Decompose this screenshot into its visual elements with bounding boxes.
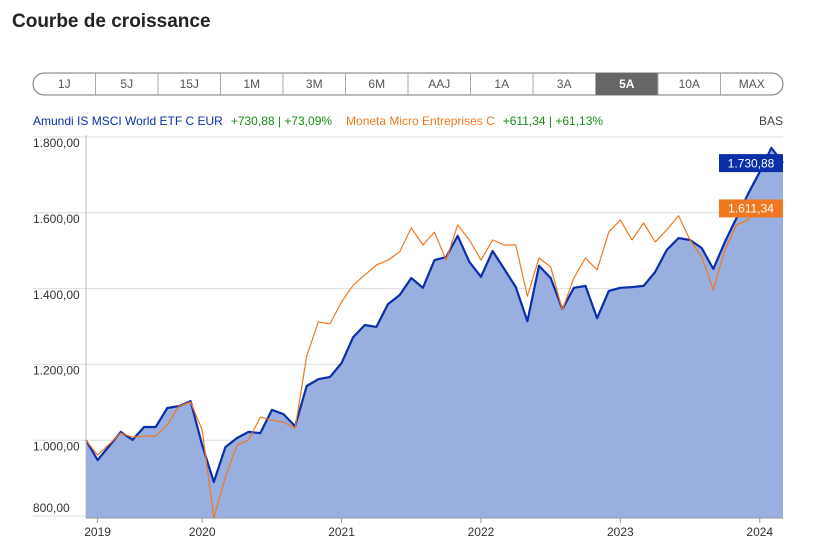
x-tick-label: 2023	[607, 525, 634, 539]
y-tick-label: 1.000,00	[33, 439, 80, 453]
legend-change: +730,88 | +73,09%	[231, 114, 333, 128]
x-tick-label: 2022	[468, 525, 495, 539]
period-button[interactable]: 5J	[120, 77, 133, 91]
period-button[interactable]: MAX	[739, 77, 765, 91]
x-tick-label: 2020	[189, 525, 216, 539]
period-button[interactable]: 1A	[494, 77, 509, 91]
y-tick-label: 1.600,00	[33, 212, 80, 226]
y-tick-label: 1.400,00	[33, 288, 80, 302]
period-button[interactable]: 1M	[243, 77, 260, 91]
x-tick-label: 2019	[84, 525, 111, 539]
area	[86, 147, 783, 518]
y-tick-label: 1.800,00	[33, 136, 80, 150]
period-button[interactable]: 15J	[180, 77, 199, 91]
x-tick-label: 2021	[328, 525, 355, 539]
period-button[interactable]: 5A	[619, 77, 635, 91]
legend-name: Amundi IS MSCI World ETF C EUR	[33, 114, 223, 128]
period-active	[595, 73, 658, 95]
line	[85, 199, 784, 519]
legend-name: Moneta Micro Entreprises C	[346, 114, 495, 128]
page-title: Courbe de croissance	[12, 11, 211, 32]
value-label: 1.730,88	[728, 156, 775, 170]
period-button[interactable]: 3M	[306, 77, 323, 91]
period-button[interactable]: 6M	[368, 77, 385, 91]
y-tick-label: 800,00	[33, 501, 70, 515]
corner-label: BAS	[759, 114, 783, 128]
y-tick-label: 1.200,00	[33, 364, 80, 378]
legend-change: +611,34 | +61,13%	[503, 114, 604, 128]
period-button[interactable]: 3A	[557, 77, 572, 91]
x-tick-label: 2024	[746, 525, 773, 539]
line	[85, 146, 784, 484]
value-label: 1.611,34	[728, 202, 774, 216]
period-button[interactable]: 10A	[679, 77, 700, 91]
period-button[interactable]: AAJ	[428, 77, 450, 91]
period-button[interactable]: 1J	[58, 77, 71, 91]
value-label-box	[719, 154, 783, 173]
value-label-box	[719, 199, 783, 218]
